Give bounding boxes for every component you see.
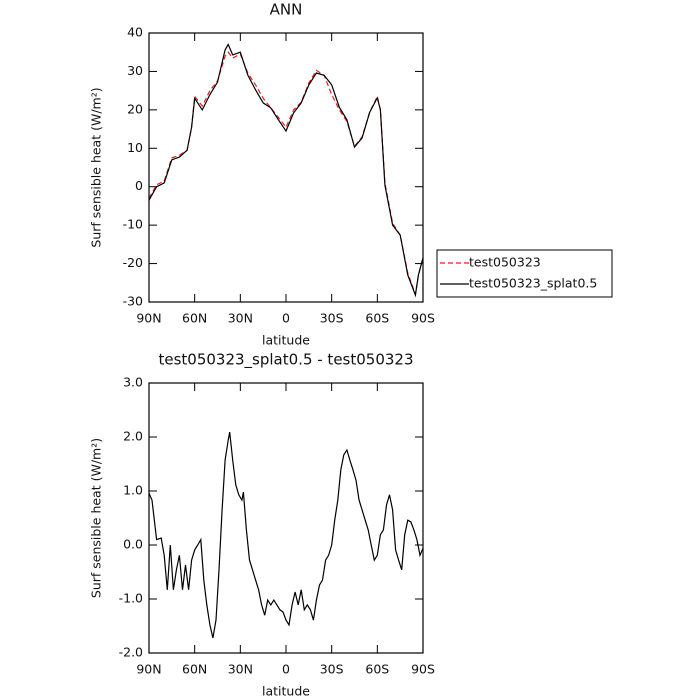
chart-title: test050323_splat0.5 - test050323 [158,351,413,370]
x-tick-label: 90S [411,662,435,677]
legend-label: test050323 [469,255,541,270]
y-tick-label: 0 [135,178,143,193]
x-tick-label: 0 [282,311,290,326]
y-tick-label: 30 [127,63,143,78]
y-tick-label: 10 [127,140,143,155]
series-line [148,43,424,298]
legend-box [436,249,613,298]
x-tick-label: 90S [411,311,435,326]
x-axis-label: latitude [262,684,310,699]
x-tick-label: 60S [365,311,389,326]
x-tick-label: 30N [228,311,253,326]
x-tick-label: 30S [320,311,344,326]
x-tick-label: 90N [136,311,161,326]
plot-frame [148,32,424,303]
y-tick-label: 1.0 [123,483,143,498]
y-tick-label: 20 [127,101,143,116]
y-tick-label: 40 [127,25,143,40]
y-axis-label: Surf sensible heat (W/m²) [89,87,104,247]
y-tick-label: -20 [123,255,143,270]
legend-label: test050323_splat0.5 [469,276,597,291]
series-line [148,51,424,295]
y-tick-label: -1.0 [119,591,143,606]
x-tick-label: 60S [365,662,389,677]
series-line [148,431,424,639]
x-tick-label: 60N [182,311,207,326]
y-tick-label: 2.0 [123,429,143,444]
x-tick-label: 90N [136,662,161,677]
y-axis-label: Surf sensible heat (W/m²) [89,438,104,598]
plot-frame [148,382,424,654]
y-tick-label: 0.0 [123,537,143,552]
y-tick-label: -2.0 [119,645,143,660]
x-tick-label: 30N [228,662,253,677]
x-axis-label: latitude [262,333,310,348]
x-tick-label: 60N [182,662,207,677]
y-tick-label: -30 [123,294,143,309]
x-tick-label: 0 [282,662,290,677]
chart-title: ANN [270,1,303,19]
y-tick-label: 3.0 [123,375,143,390]
x-tick-label: 30S [320,662,344,677]
y-tick-label: -10 [123,217,143,232]
